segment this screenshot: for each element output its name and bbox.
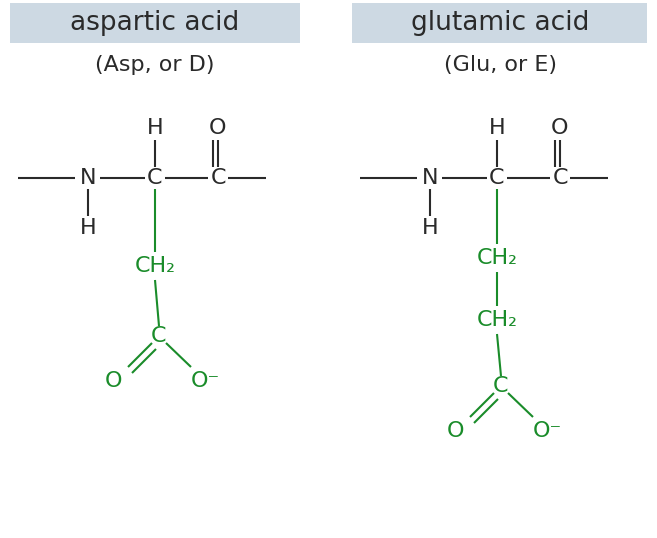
Text: O⁻: O⁻ <box>191 371 219 391</box>
Text: CH₂: CH₂ <box>135 256 175 276</box>
Text: C: C <box>493 376 509 396</box>
Text: C: C <box>210 168 226 188</box>
Text: H: H <box>79 218 97 238</box>
Text: O: O <box>447 421 464 441</box>
Text: O: O <box>551 118 569 138</box>
Text: (Glu, or E): (Glu, or E) <box>443 55 556 75</box>
Text: CH₂: CH₂ <box>476 310 518 330</box>
Text: O⁻: O⁻ <box>532 421 562 441</box>
Text: (Asp, or D): (Asp, or D) <box>95 55 215 75</box>
Text: H: H <box>147 118 164 138</box>
Text: O: O <box>105 371 123 391</box>
Bar <box>352 3 647 43</box>
Text: N: N <box>79 168 96 188</box>
Text: O: O <box>209 118 227 138</box>
Text: N: N <box>422 168 438 188</box>
Text: aspartic acid: aspartic acid <box>70 10 240 36</box>
Text: C: C <box>147 168 163 188</box>
Text: CH₂: CH₂ <box>476 248 518 268</box>
Text: glutamic acid: glutamic acid <box>411 10 589 36</box>
Text: H: H <box>489 118 505 138</box>
Text: C: C <box>489 168 505 188</box>
Bar <box>10 3 300 43</box>
Text: C: C <box>151 326 167 346</box>
Text: H: H <box>422 218 438 238</box>
Text: C: C <box>553 168 568 188</box>
